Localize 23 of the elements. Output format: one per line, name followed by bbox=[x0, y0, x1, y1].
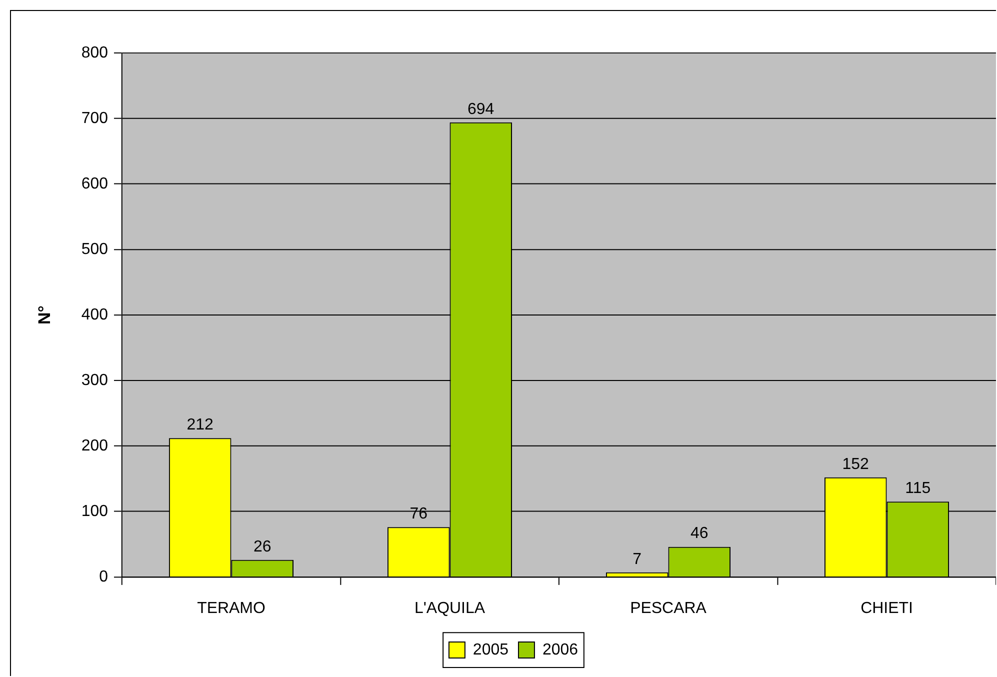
y-tick-label: 800 bbox=[81, 44, 108, 62]
y-tick-label: 500 bbox=[81, 240, 108, 258]
legend-label: 2006 bbox=[542, 641, 578, 658]
y-tick-label: 100 bbox=[81, 502, 108, 520]
data-label: 694 bbox=[468, 100, 494, 118]
y-tick-label: 300 bbox=[81, 372, 108, 389]
y-tick-label: 200 bbox=[81, 437, 108, 454]
data-label: 46 bbox=[690, 525, 708, 542]
x-tick-label: PESCARA bbox=[630, 600, 707, 617]
data-label: 152 bbox=[842, 456, 870, 473]
x-tick-label: L'AQUILA bbox=[414, 600, 486, 617]
data-label: 115 bbox=[905, 480, 931, 498]
legend-label: 2005 bbox=[472, 641, 509, 658]
y-axis-title: N° bbox=[34, 305, 54, 324]
data-label: 26 bbox=[253, 538, 272, 556]
data-label: 7 bbox=[632, 550, 642, 568]
data-label: 212 bbox=[186, 416, 214, 434]
x-tick-label: TERAMO bbox=[197, 600, 266, 617]
y-tick-label: 400 bbox=[81, 306, 108, 324]
y-tick-label: 0 bbox=[99, 568, 108, 586]
y-tick-label: 700 bbox=[81, 110, 108, 127]
y-tick-label: 600 bbox=[81, 175, 108, 192]
x-tick-label: CHIETI bbox=[860, 600, 913, 617]
